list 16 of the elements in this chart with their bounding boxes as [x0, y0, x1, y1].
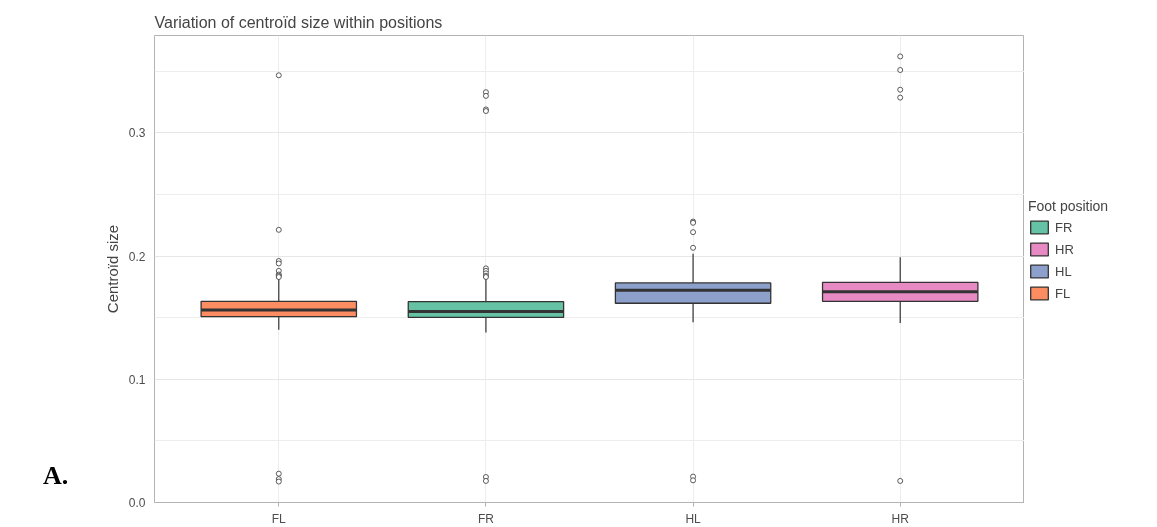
y-tick-label: 0.2	[128, 249, 146, 264]
legend-title: Foot position	[1028, 198, 1109, 214]
y-tick-label: 0.1	[128, 372, 146, 387]
x-tick-label: FL	[271, 511, 287, 526]
legend-label: HL	[1055, 263, 1073, 279]
legend-label: HR	[1055, 241, 1075, 257]
x-tick-label: FR	[477, 511, 495, 526]
legend-label: FR	[1055, 219, 1074, 235]
y-axis-title: Centroïd size	[103, 224, 121, 314]
y-tick-label: 0.3	[128, 126, 146, 141]
legend-label: FL	[1055, 285, 1072, 301]
x-tick-label: HR	[891, 511, 910, 526]
text: A.	[43, 460, 69, 492]
chart-title: Variation of centroïd size within positions	[154, 13, 443, 31]
x-tick-label: HL	[685, 511, 702, 526]
y-tick-label: 0.0	[128, 496, 146, 510]
